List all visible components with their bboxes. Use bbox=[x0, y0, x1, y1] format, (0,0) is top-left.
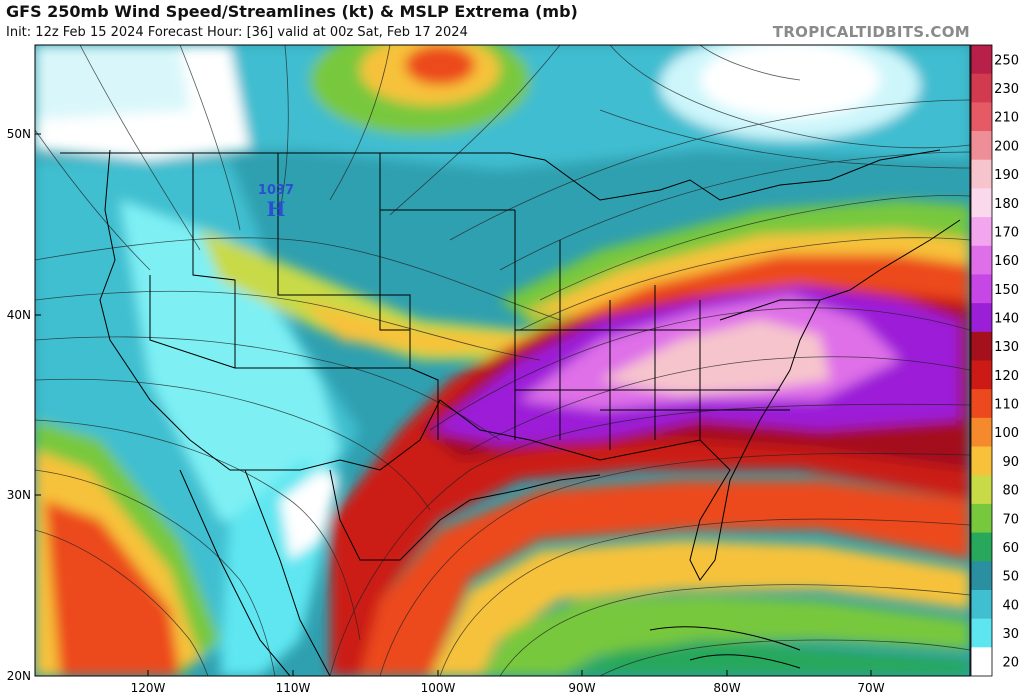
lat-label-40: 40N bbox=[7, 308, 31, 322]
colorbar-swatch bbox=[971, 102, 992, 132]
chart-subtitle: Init: 12z Feb 15 2024 Forecast Hour: [36… bbox=[6, 25, 468, 40]
colorbar-swatch bbox=[971, 303, 992, 333]
colorbar-swatch bbox=[971, 73, 992, 103]
colorbar-swatch bbox=[971, 131, 992, 161]
lon-label-80w: 80W bbox=[713, 681, 740, 695]
colorbar-label: 180 bbox=[994, 197, 1019, 212]
graticule-ticks bbox=[35, 133, 872, 676]
colorbar-swatch bbox=[971, 647, 992, 677]
lon-label-70w: 70W bbox=[857, 681, 884, 695]
colorbar-swatch bbox=[971, 532, 992, 562]
colorbar-swatch bbox=[971, 446, 992, 476]
lat-label-30: 30N bbox=[7, 488, 31, 502]
chart-title: GFS 250mb Wind Speed/Streamlines (kt) & … bbox=[6, 2, 578, 21]
colorbar-frame bbox=[970, 44, 993, 677]
colorbar-swatch bbox=[971, 217, 992, 247]
colorbar-label: 40 bbox=[1002, 598, 1019, 613]
lon-label-120w: 120W bbox=[131, 681, 166, 695]
brand-watermark: TROPICALTIDBITS.COM bbox=[772, 23, 970, 41]
colorbar-swatch bbox=[971, 159, 992, 189]
latitude-labels: 50N 40N 30N 20N bbox=[7, 127, 31, 683]
lat-label-50: 50N bbox=[7, 127, 31, 141]
high-pressure-value: 1037 bbox=[258, 183, 294, 198]
colorbar-label: 90 bbox=[1002, 455, 1019, 470]
map-frame bbox=[34, 44, 971, 677]
high-pressure-marker: 1037 H bbox=[258, 183, 294, 221]
colorbar: 250 230 210 200 190 180 170 160 150 140 130 120 110 1… bbox=[970, 44, 1019, 677]
colorbar-label: 60 bbox=[1002, 541, 1019, 556]
colorbar-label: 140 bbox=[994, 311, 1019, 326]
colorbar-label: 150 bbox=[994, 283, 1019, 298]
colorbar-label: 120 bbox=[994, 369, 1019, 384]
colorbar-label: 250 bbox=[994, 53, 1019, 68]
colorbar-label: 110 bbox=[994, 398, 1019, 413]
colorbar-label: 160 bbox=[994, 254, 1019, 269]
colorbar-swatch bbox=[971, 360, 992, 390]
colorbar-swatch bbox=[971, 503, 992, 534]
colorbar-label: 50 bbox=[1002, 570, 1019, 585]
colorbar-swatch bbox=[971, 417, 992, 448]
colorbar-label: 190 bbox=[994, 168, 1019, 183]
colorbar-swatch bbox=[971, 618, 992, 648]
high-pressure-symbol: H bbox=[267, 197, 286, 221]
colorbar-swatch bbox=[971, 589, 992, 620]
streamlines bbox=[35, 45, 970, 676]
colorbar-label: 230 bbox=[994, 82, 1019, 97]
lon-label-110w: 110W bbox=[276, 681, 311, 695]
lon-label-100w: 100W bbox=[421, 681, 456, 695]
colorbar-swatch bbox=[971, 188, 992, 218]
colorbar-swatch bbox=[971, 331, 992, 361]
colorbar-swatch bbox=[971, 245, 992, 275]
lon-label-90w: 90W bbox=[568, 681, 595, 695]
colorbar-swatch bbox=[971, 389, 992, 419]
colorbar-label: 200 bbox=[994, 139, 1019, 154]
colorbar-swatch bbox=[971, 475, 992, 505]
colorbar-label: 70 bbox=[1002, 512, 1019, 527]
colorbar-swatch bbox=[971, 561, 992, 591]
colorbar-label: 80 bbox=[1002, 484, 1019, 499]
lat-label-20: 20N bbox=[7, 669, 31, 683]
colorbar-label: 170 bbox=[994, 225, 1019, 240]
colorbar-label: 210 bbox=[994, 111, 1019, 126]
colorbar-label: 20 bbox=[1002, 656, 1019, 671]
colorbar-swatch bbox=[971, 274, 992, 304]
longitude-labels: 120W 110W 100W 90W 80W 70W bbox=[131, 681, 885, 695]
colorbar-label: 30 bbox=[1002, 627, 1019, 642]
colorbar-label: 100 bbox=[994, 426, 1019, 441]
colorbar-label: 130 bbox=[994, 340, 1019, 355]
political-borders bbox=[60, 149, 961, 676]
colorbar-swatch bbox=[971, 45, 992, 75]
wind-speed-field: 1037 H bbox=[35, 45, 970, 676]
